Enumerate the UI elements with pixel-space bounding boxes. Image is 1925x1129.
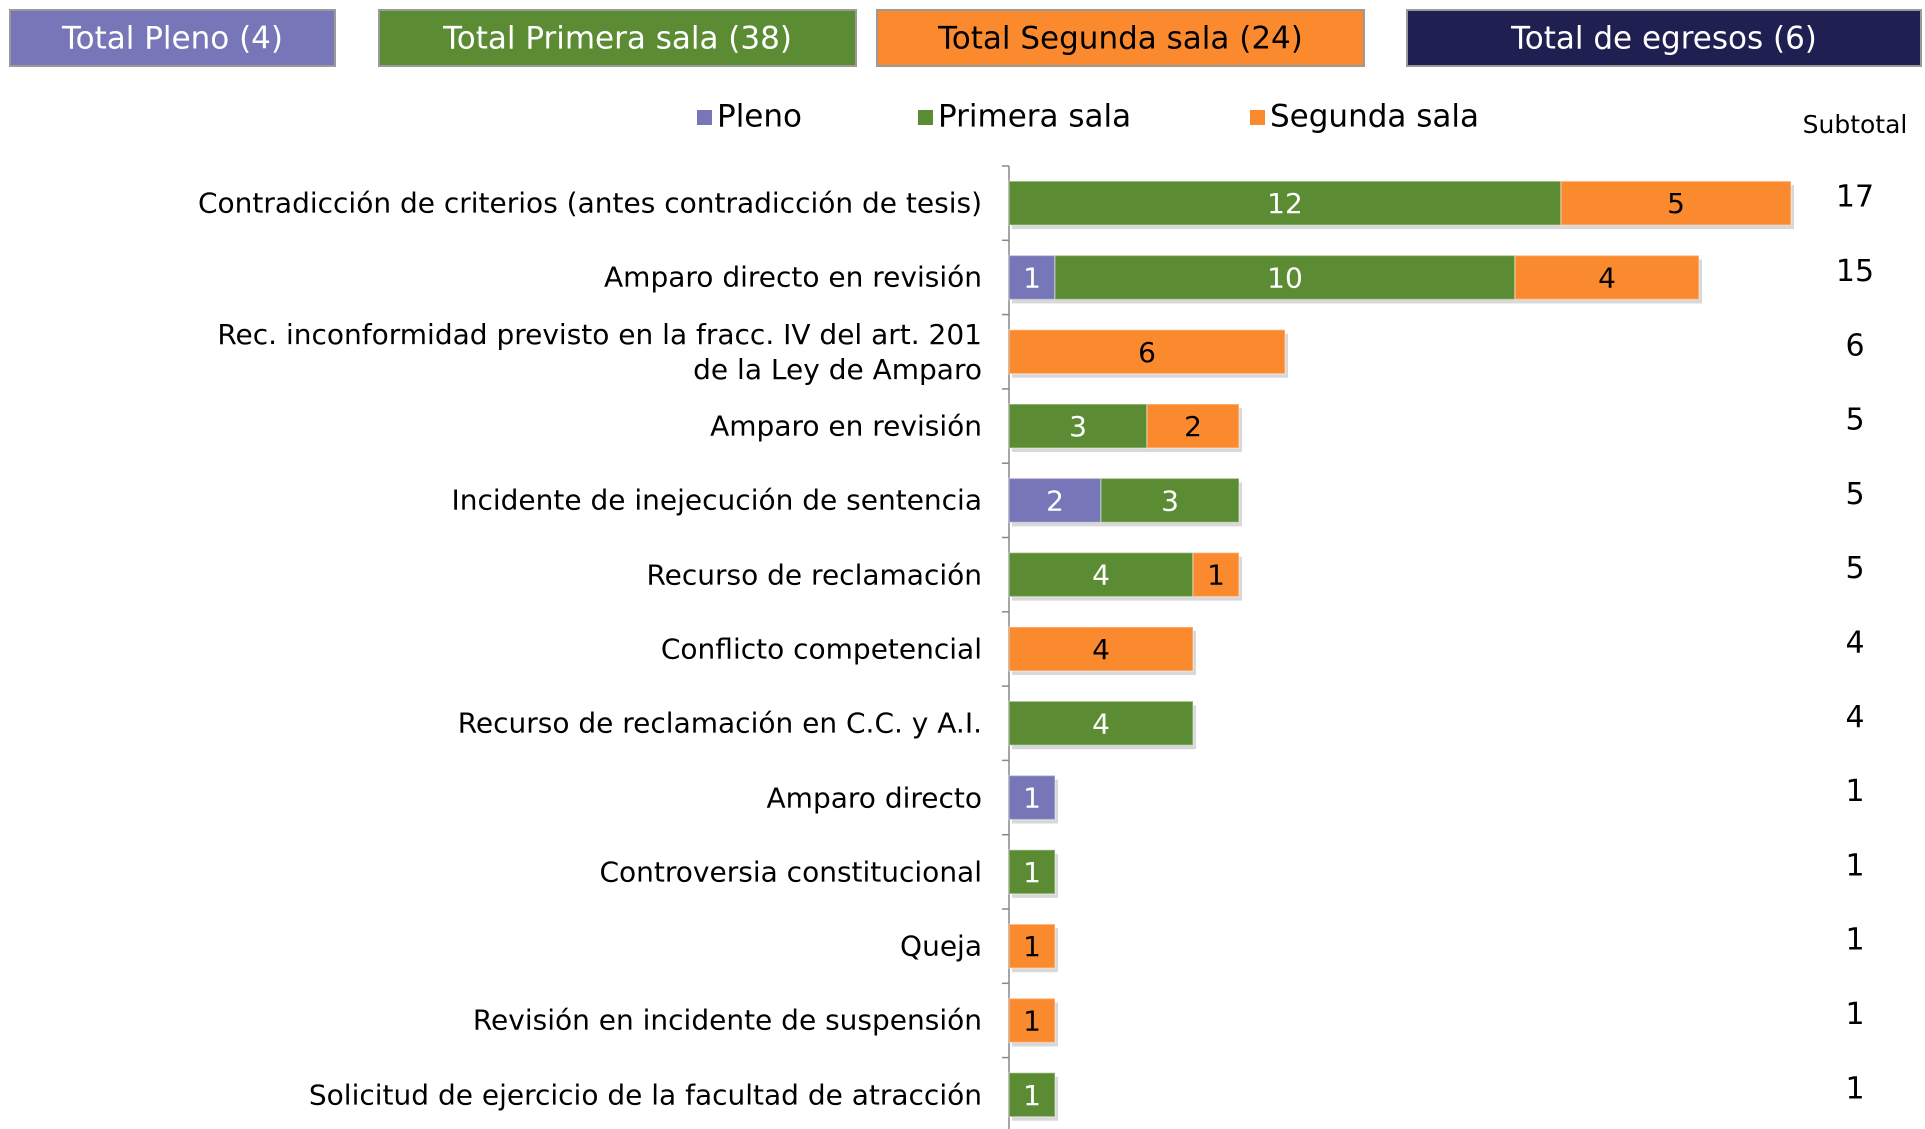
category-label: Incidente de inejecución de sentencia: [451, 483, 982, 517]
bar-value-label: 4: [1092, 707, 1110, 740]
category-label: Solicitud de ejercicio de la facultad de…: [308, 1078, 982, 1112]
bar-value-label: 1: [1207, 559, 1225, 592]
bar: [1008, 403, 1148, 449]
category-label: Revisión en incidente de suspensión: [472, 1003, 982, 1037]
bar: [1146, 403, 1240, 449]
header-box: [876, 9, 1365, 67]
subtotal-value: 4: [1845, 700, 1864, 735]
header-box-label: Total Segunda sala (24): [937, 21, 1303, 57]
bar: [1560, 180, 1792, 226]
subtotal-value: 6: [1845, 328, 1864, 363]
category-label: Contradicción de criterios (antes contra…: [198, 186, 982, 220]
bar: [1192, 551, 1240, 598]
bar-value-label: 1: [1023, 1079, 1041, 1112]
bar-value-label: 1: [1023, 856, 1041, 889]
subtotal-value: 1: [1845, 997, 1864, 1032]
bar: [1008, 774, 1056, 821]
bar-value-label: 4: [1092, 559, 1110, 592]
bar: [1514, 254, 1700, 301]
bar-value-label: 1: [1023, 1004, 1041, 1037]
legend-label: Segunda sala: [1270, 99, 1479, 135]
category-label: Rec. inconformidad previsto en la fracc.…: [217, 317, 982, 386]
subtotal-value: 5: [1845, 477, 1864, 512]
bar: [1008, 254, 1056, 301]
bar-value-label: 1: [1023, 261, 1041, 294]
bar: [1008, 1072, 1056, 1118]
bar: [1008, 477, 1102, 524]
bar-value-label: 1: [1023, 782, 1041, 815]
category-label: Amparo en revisión: [710, 409, 982, 443]
bar: [1008, 997, 1056, 1044]
subtotal-value: 1: [1845, 848, 1864, 883]
category-label: Controversia constitucional: [599, 855, 983, 889]
bar-value-label: 6: [1138, 336, 1156, 369]
subtotal-header: Subtotal: [1803, 110, 1908, 139]
bar-value-label: 2: [1046, 484, 1064, 517]
category-label: Recurso de reclamación en C.C. y A.I.: [457, 706, 982, 740]
category-label: Recurso de reclamación: [646, 558, 982, 592]
subtotal-value: 5: [1845, 403, 1864, 438]
bar-value-label: 1: [1023, 930, 1041, 963]
subtotal-value: 15: [1836, 254, 1874, 289]
bar: [1008, 923, 1056, 969]
bar-value-label: 3: [1069, 410, 1087, 443]
category-label: Conflicto competencial: [660, 632, 982, 666]
header-box-label: Total Primera sala (38): [442, 21, 792, 57]
bar-value-label: 4: [1598, 261, 1616, 294]
subtotal-value: 5: [1845, 551, 1864, 586]
header-box: [378, 9, 857, 67]
legend-label: Primera sala: [938, 99, 1131, 135]
category-label: Amparo directo: [766, 781, 982, 815]
bar-value-label: 3: [1161, 484, 1179, 517]
bar-value-label: 4: [1092, 633, 1110, 666]
subtotal-value: 1: [1845, 1071, 1864, 1106]
bar-value-label: 10: [1267, 261, 1303, 294]
bar-value-label: 12: [1267, 187, 1303, 220]
bar: [1008, 180, 1562, 226]
legend-label: Pleno: [717, 99, 802, 135]
header-box: [1406, 9, 1922, 67]
bar: [1100, 477, 1240, 524]
legend-swatch: [697, 110, 712, 125]
bar: [1008, 849, 1056, 895]
bar-value-label: 2: [1184, 410, 1202, 443]
subtotal-value: 1: [1845, 923, 1864, 958]
bar: [1008, 626, 1194, 672]
subtotal-value: 4: [1845, 625, 1864, 660]
header-box-label: Total de egresos (6): [1510, 21, 1817, 57]
category-label: Amparo directo en revisión: [604, 260, 982, 294]
legend-swatch: [1250, 110, 1265, 125]
header-box: [9, 9, 336, 67]
header-box-label: Total Pleno (4): [61, 21, 283, 57]
bar: [1008, 329, 1286, 375]
bar-value-label: 5: [1667, 187, 1685, 220]
subtotal-value: 17: [1836, 180, 1874, 215]
bar: [1008, 700, 1194, 746]
subtotal-value: 1: [1845, 774, 1864, 809]
bar: [1008, 551, 1194, 598]
legend-swatch: [918, 110, 933, 125]
category-label: Queja: [900, 929, 982, 963]
